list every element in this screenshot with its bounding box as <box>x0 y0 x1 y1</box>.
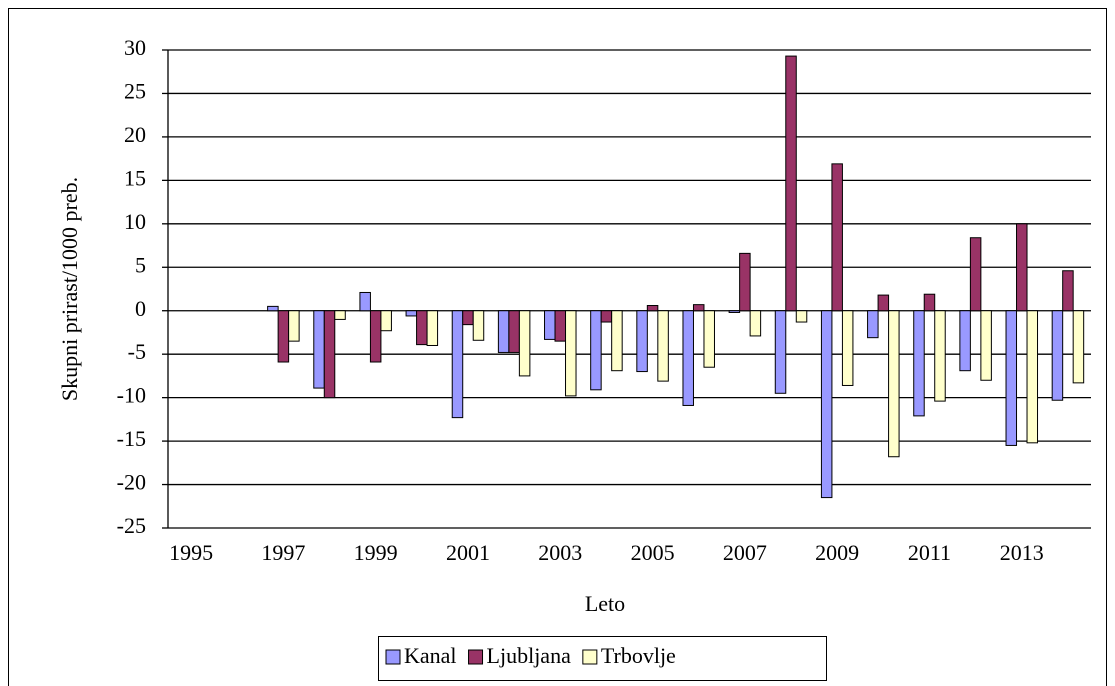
bar <box>565 310 577 397</box>
bar <box>277 310 290 363</box>
bar <box>359 291 371 312</box>
bar <box>934 310 946 402</box>
bar <box>1062 270 1074 312</box>
x-tick-label: 2007 <box>723 540 767 565</box>
bar <box>1051 310 1064 401</box>
bar <box>682 310 694 406</box>
bar <box>313 310 325 389</box>
bar <box>703 310 715 368</box>
bar <box>692 304 705 312</box>
y-tick-label: 20 <box>124 122 146 147</box>
legend-box <box>378 636 827 681</box>
bar <box>1072 310 1085 384</box>
legend-swatch <box>468 649 484 665</box>
y-tick-label: 10 <box>124 209 146 234</box>
bar <box>369 310 382 363</box>
y-tick-label: 5 <box>135 252 146 277</box>
bar <box>831 163 843 312</box>
bar <box>600 310 613 323</box>
bar <box>728 310 741 313</box>
y-tick-label: 15 <box>124 165 146 190</box>
bar <box>472 310 485 341</box>
x-tick-label: 1999 <box>354 540 398 565</box>
bar <box>774 310 787 394</box>
bar <box>544 310 556 340</box>
bar <box>508 310 520 353</box>
bar <box>923 293 936 312</box>
bar <box>288 310 300 342</box>
bar <box>877 294 890 312</box>
bar <box>416 310 428 346</box>
y-tick-label: 0 <box>135 296 146 321</box>
bar <box>980 310 992 381</box>
y-tick-label: 25 <box>124 79 146 104</box>
bar <box>867 310 879 339</box>
bar <box>462 310 474 326</box>
x-tick-label: 2009 <box>815 540 859 565</box>
bar <box>497 310 510 353</box>
legend-swatch <box>582 649 598 665</box>
bar <box>590 310 602 391</box>
x-tick-label: 1997 <box>261 540 305 565</box>
bar <box>426 310 439 346</box>
bar <box>959 310 971 372</box>
bar <box>785 55 797 312</box>
y-tick-label: 30 <box>124 35 146 60</box>
x-tick-label: 2003 <box>538 540 582 565</box>
y-axis-title: Skupni prirast/1000 preb. <box>57 177 82 401</box>
bar <box>323 310 336 399</box>
bar <box>554 310 567 342</box>
y-tick-label: -10 <box>117 383 146 408</box>
legend-label: Trbovlje <box>601 643 676 668</box>
y-tick-label: -15 <box>117 426 146 451</box>
bar <box>451 310 464 419</box>
bar <box>405 310 418 317</box>
bar <box>749 310 762 337</box>
y-tick-label: -5 <box>128 339 146 364</box>
bar <box>334 310 346 320</box>
bar <box>380 310 392 332</box>
bar <box>657 310 669 382</box>
x-tick-label: 2001 <box>446 540 490 565</box>
x-tick-label: 2011 <box>908 540 951 565</box>
x-tick-label: 2005 <box>631 540 675 565</box>
bar <box>1005 310 1018 446</box>
bar <box>646 305 659 312</box>
y-tick-label: -20 <box>117 470 146 495</box>
legend-label: Ljubljana <box>487 643 572 668</box>
bar <box>969 237 982 312</box>
bar <box>820 310 833 499</box>
bar <box>841 310 854 386</box>
bar <box>267 305 279 312</box>
legend-label: Kanal <box>404 643 457 668</box>
bar <box>1016 223 1028 312</box>
bar <box>1026 310 1039 444</box>
bar <box>611 310 623 372</box>
legend-swatch <box>385 649 401 665</box>
bar <box>636 310 648 373</box>
bar <box>795 310 808 323</box>
bar <box>518 310 531 377</box>
bar <box>888 310 900 458</box>
y-tick-label: -25 <box>117 513 146 538</box>
x-tick-label: 2013 <box>1000 540 1044 565</box>
bar <box>739 252 751 312</box>
bar <box>913 310 925 417</box>
x-tick-label: 1995 <box>169 540 213 565</box>
x-axis-title: Leto <box>585 591 625 616</box>
